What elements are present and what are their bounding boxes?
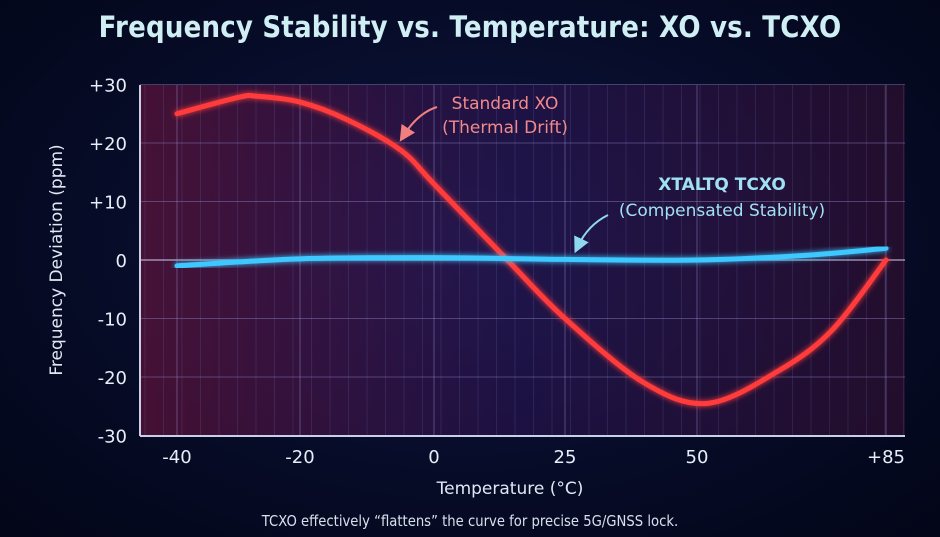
y-axis-label: Frequency Deviation (ppm) — [47, 144, 67, 375]
y-tick-label: -30 — [98, 427, 127, 448]
legend-xo-name: Standard XO — [452, 94, 559, 114]
y-tick-label: +30 — [89, 76, 127, 97]
legend-xo-note: (Thermal Drift) — [442, 118, 568, 138]
xo-arrow — [399, 106, 438, 142]
x-tick-label: -20 — [285, 447, 314, 468]
y-tick-label: -10 — [98, 310, 127, 331]
y-tick-label: +20 — [89, 134, 127, 155]
x-tick-label: 50 — [686, 447, 709, 468]
y-tick-label: 0 — [116, 251, 127, 272]
chart-title: Frequency Stability vs. Temperature: XO … — [98, 10, 842, 44]
tcxo-arrow — [574, 214, 609, 254]
legend-tcxo-note: (Compensated Stability) — [619, 201, 825, 221]
x-axis-label: Temperature (°C) — [436, 479, 584, 499]
y-tick-label: -20 — [98, 368, 127, 389]
x-tick-label: -40 — [162, 447, 191, 468]
x-tick-label: 0 — [428, 447, 439, 468]
caption: TCXO effectively “flattens” the curve fo… — [261, 512, 679, 530]
x-tick-label: 25 — [554, 447, 577, 468]
x-tick-label: +85 — [867, 447, 905, 468]
legend-tcxo-name: XTALTQ TCXO — [658, 175, 786, 195]
y-tick-label: +10 — [89, 193, 127, 214]
